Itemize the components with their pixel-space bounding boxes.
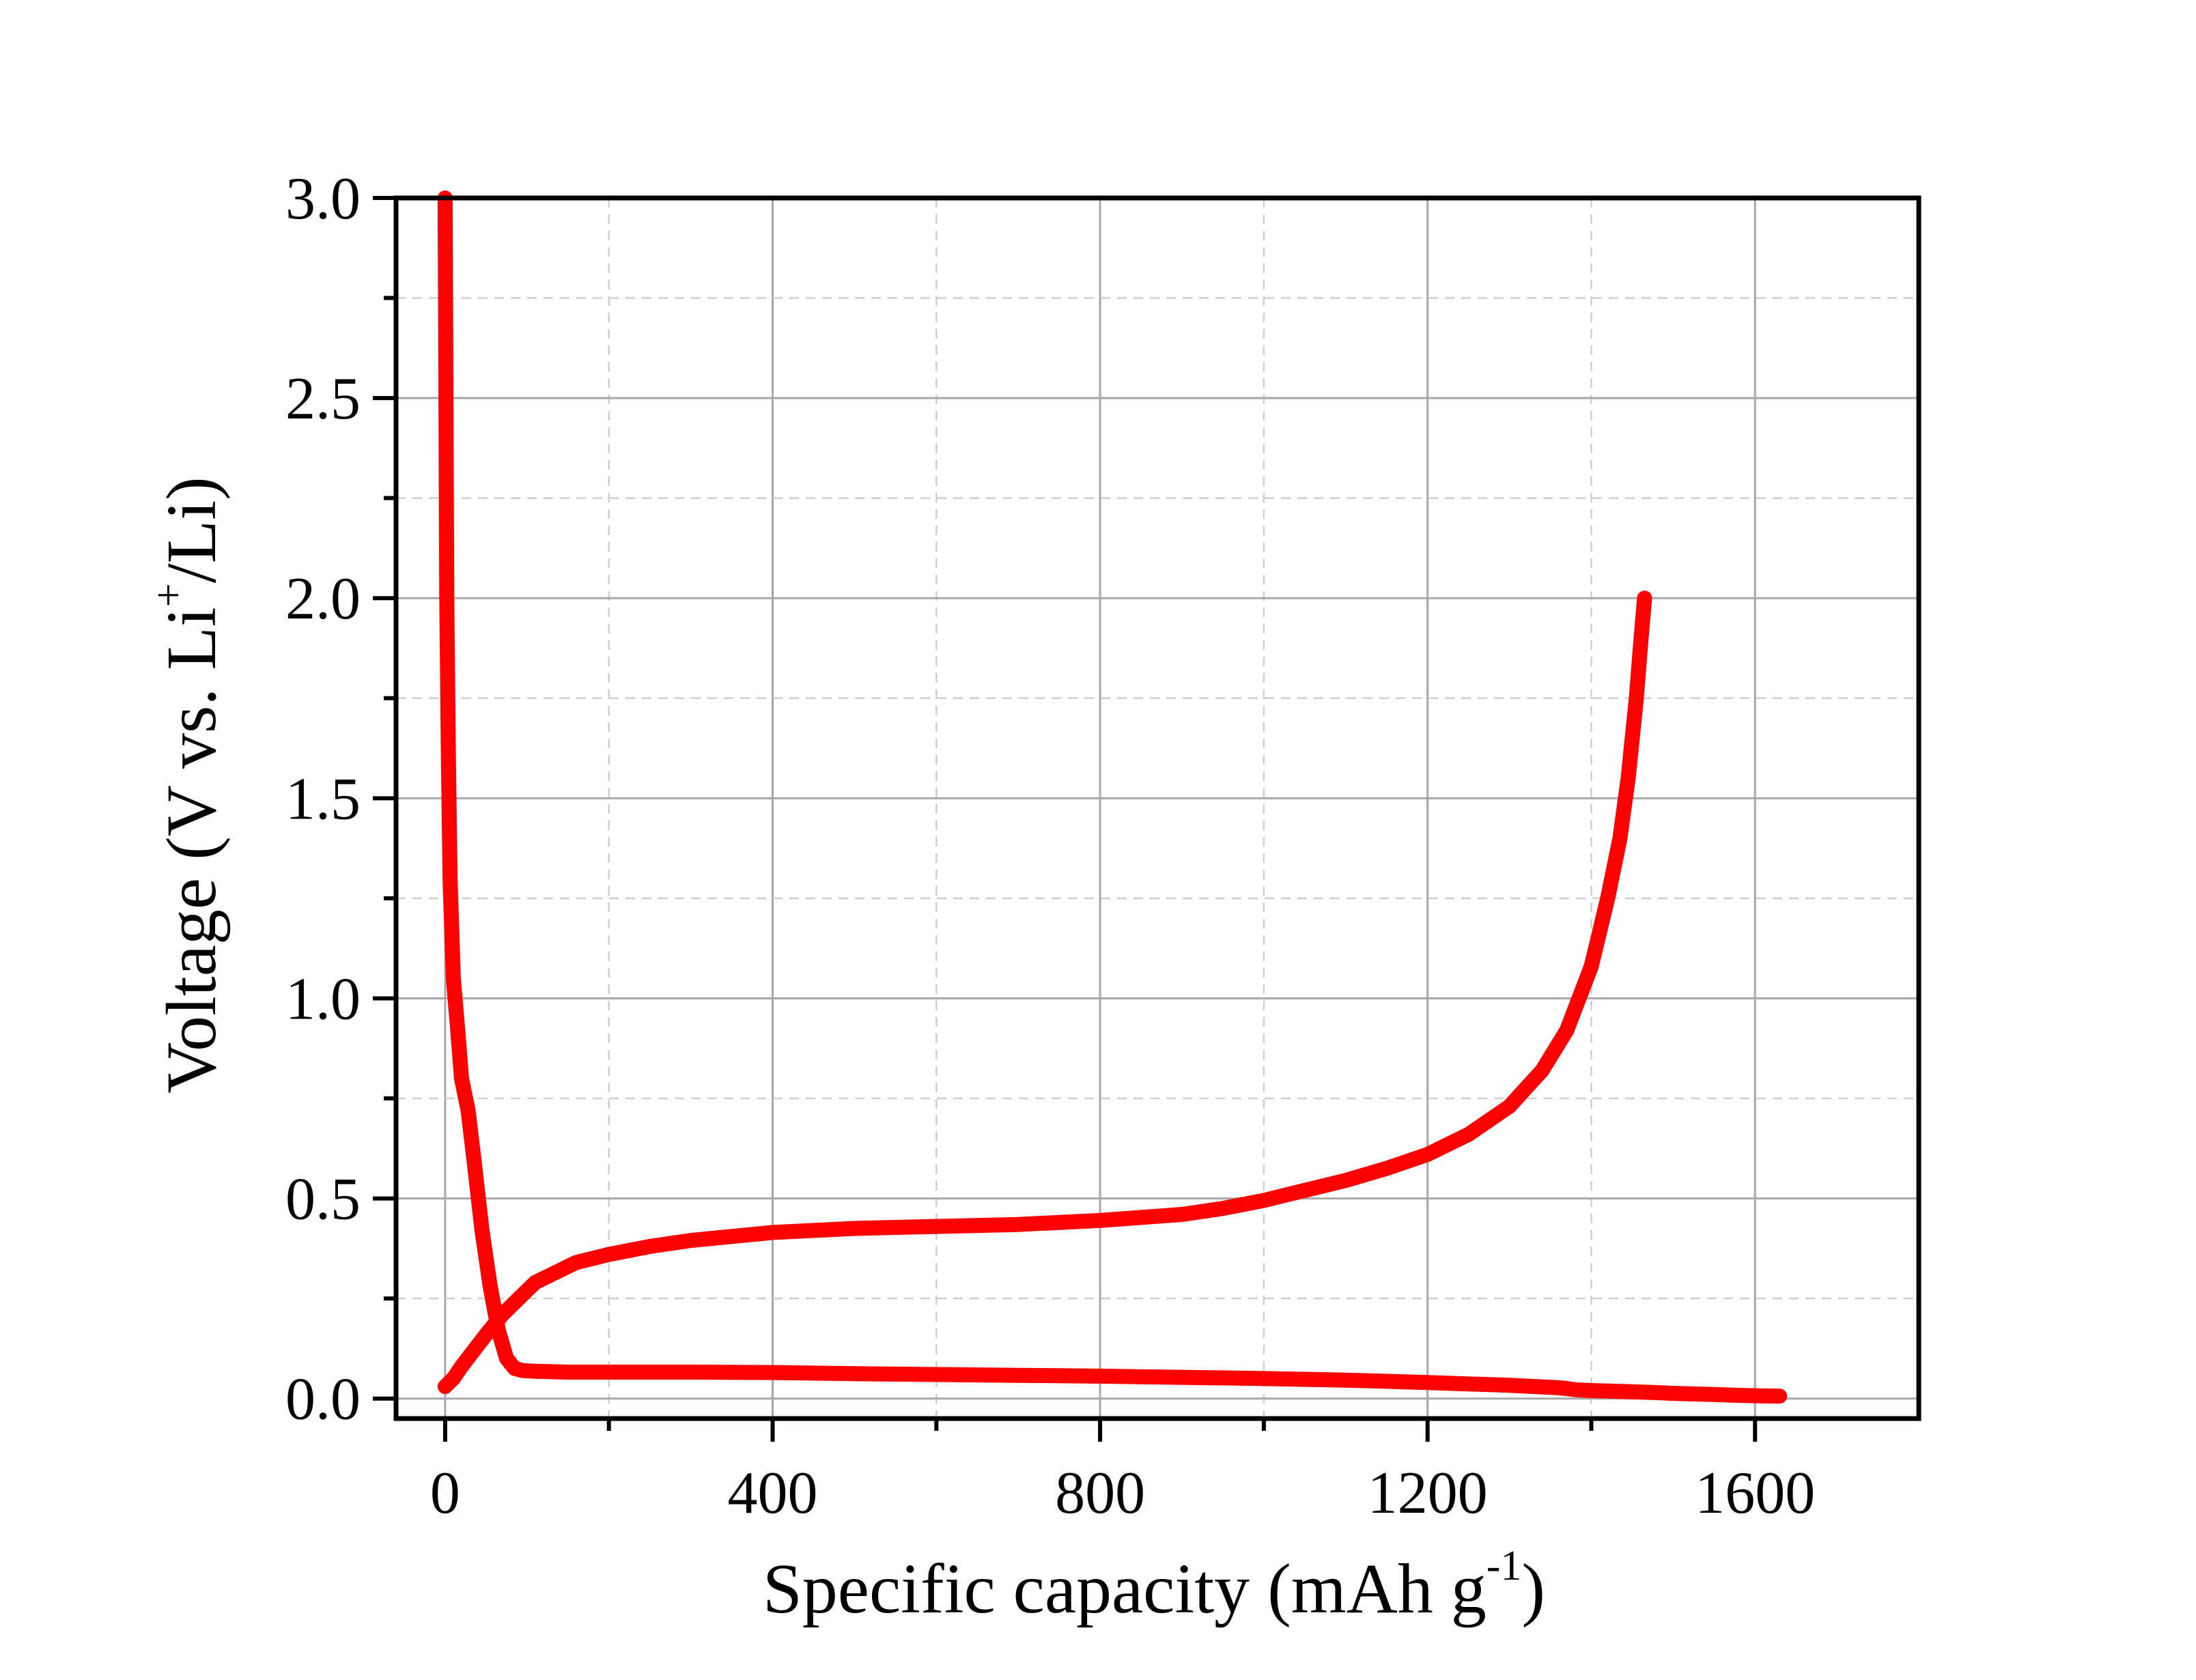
y-tick-label: 2.0 [285,566,361,632]
y-tick-label: 2.5 [285,366,361,432]
x-tick-label: 1600 [1695,1460,1815,1526]
axis-ticks [373,196,1758,1442]
plot-frame [393,195,1922,1421]
series-line-1 [437,190,1788,1404]
x-axis-title-sup: -1 [1487,1543,1522,1589]
y-axis-title: Voltage (V vs. Li+/Li) [145,476,231,1093]
y-axis-title-main: Voltage (V vs. Li [152,607,231,1094]
y-tick-label: 1.0 [285,966,361,1032]
x-tick-label: 400 [728,1460,818,1526]
x-tick-label: 1200 [1368,1460,1488,1526]
series-layer [437,190,1788,1404]
y-tick-label: 0.0 [285,1367,361,1433]
y-tick-label: 1.5 [285,766,361,832]
x-tick-label: 800 [1055,1460,1145,1526]
y-tick-label: 0.5 [285,1167,361,1233]
x-tick-label: 0 [430,1460,460,1526]
plot-border [393,195,1922,1421]
grid-layer [396,197,1919,1419]
y-axis-title-end: /Li) [152,476,231,583]
series-line-2 [437,590,1652,1395]
x-axis-title: Specific capacity (mAh g-1) [763,1543,1545,1628]
x-axis-title-main: Specific capacity (mAh g [763,1550,1487,1628]
x-axis-title-end: ) [1521,1550,1545,1628]
y-tick-label: 3.0 [285,166,361,232]
tick-labels: 0 400 800 1200 1600 0.0 0.5 1.0 1.5 2.0 2.5 3.0 [285,166,1815,1526]
y-axis-title-sup: + [145,583,192,607]
